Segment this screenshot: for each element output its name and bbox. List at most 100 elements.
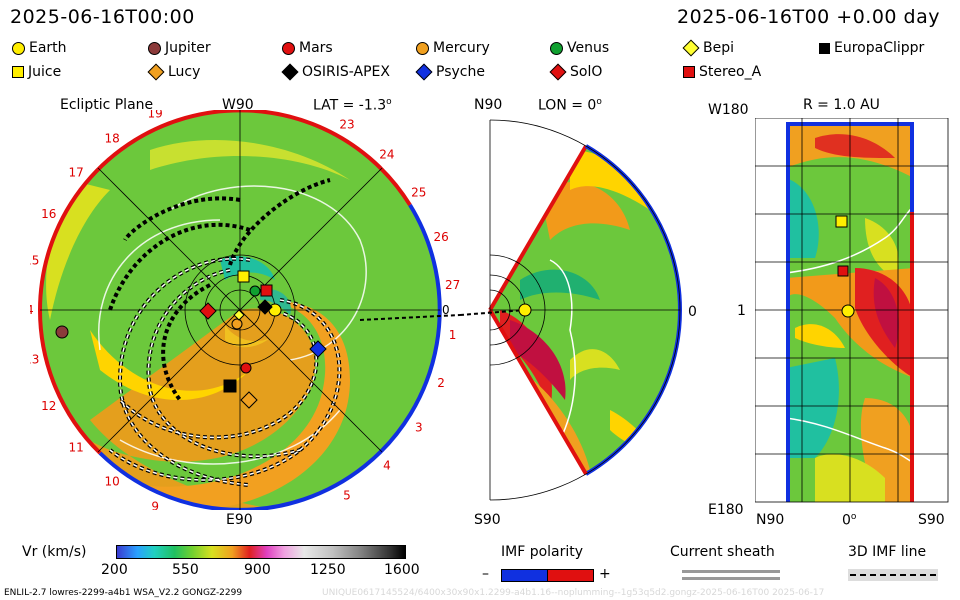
sector-number: 22: [294, 110, 309, 112]
legend-item-lucy: Lucy: [147, 63, 201, 81]
legend-label: Stereo_A: [699, 64, 762, 80]
legend-item-solo: SolO: [549, 63, 603, 81]
sector-number: 24: [379, 147, 394, 161]
legend-label: Bepi: [703, 40, 734, 56]
stereo-a-marker: [260, 284, 273, 297]
lucy-marker-icon: [147, 63, 165, 81]
jupiter-marker: [55, 325, 69, 339]
legend-item-mars: Mars: [282, 40, 333, 56]
legend-item-osiris-apex: OSIRIS-APEX: [281, 63, 390, 81]
legend-item-bepi: Bepi: [682, 39, 734, 57]
sector-number: 26: [433, 230, 448, 244]
meridional-earth-marker: [518, 303, 532, 317]
sector-number: 4: [383, 459, 391, 473]
colorbar-tick-900: 900: [244, 562, 271, 578]
sector-number: 18: [105, 131, 120, 145]
juice-marker: [237, 270, 250, 283]
legend-item-psyche: Psyche: [415, 63, 485, 81]
radial-bottom-left: E180: [708, 502, 744, 518]
current-sheath-line-1: [682, 570, 780, 573]
venus-marker: [249, 285, 261, 297]
timestamp-right: 2025-06-16T00 +0.00 day: [677, 6, 940, 28]
imf-plus: +: [599, 566, 611, 582]
legend-item-jupiter: Jupiter: [148, 40, 211, 56]
sector-number: 9: [151, 500, 159, 511]
osiris-apex-marker-icon: [281, 63, 299, 81]
radial-top-left: W180: [708, 102, 749, 118]
legend-label: Juice: [28, 64, 62, 80]
mars-marker-icon: [282, 41, 295, 55]
legend-label: Lucy: [168, 64, 201, 80]
radial-bottom-n: N90: [756, 512, 785, 528]
legend-label: EuropaClippr: [834, 40, 925, 56]
sector-number: 14: [30, 303, 34, 317]
ecliptic-zero-angle: 0: [442, 303, 450, 317]
sector-number: 5: [343, 488, 351, 502]
legend-label: OSIRIS-APEX: [302, 64, 390, 80]
earth-marker-icon: [12, 41, 25, 55]
ecliptic-top-label: W90: [222, 97, 254, 113]
sector-number: 12: [41, 399, 56, 413]
mercury-marker-icon: [416, 41, 429, 55]
legend-item-venus: Venus: [550, 40, 609, 56]
legend-label: Mars: [299, 40, 333, 56]
mercury-marker: [231, 318, 243, 330]
psyche-marker-icon: [415, 63, 433, 81]
colorbar-tick-550: 550: [172, 562, 199, 578]
legend-label: Mercury: [433, 40, 490, 56]
sector-number: 6: [298, 508, 306, 510]
meridional-zero-angle: 0: [688, 304, 697, 320]
colorbar-tick-1250: 1250: [310, 562, 346, 578]
sector-number: 15: [30, 254, 39, 268]
sector-number: 2: [437, 376, 445, 390]
radial-earth-marker: [841, 304, 855, 318]
colorbar-tick-1600: 1600: [384, 562, 420, 578]
imf-positive-swatch: [547, 569, 594, 582]
sector-number: 16: [41, 207, 56, 221]
radial-bottom-mid: 0o: [842, 512, 857, 529]
bepi-marker: [233, 309, 245, 321]
jupiter-marker-icon: [148, 41, 161, 55]
legend-item-juice: Juice: [12, 64, 61, 80]
legend-label: Earth: [29, 40, 67, 56]
colorbar-label: Vr (km/s): [22, 544, 87, 560]
sector-number: 25: [411, 185, 426, 199]
psyche-marker: [309, 340, 327, 358]
radial-bottom-s: S90: [918, 512, 945, 528]
ecliptic-title: Ecliptic Plane: [60, 97, 154, 113]
sector-number: 27: [445, 278, 460, 292]
stereo-a-marker-icon: [683, 66, 695, 78]
legend-label: Venus: [567, 40, 610, 56]
legend-label: SolO: [570, 64, 603, 80]
imf-minus: –: [482, 566, 489, 582]
meridional-top-label: N90: [474, 97, 503, 113]
footer-right: UNIQUE0617145524/6400x30x90x1.2299-a4b1.…: [322, 588, 825, 598]
ecliptic-plane-plot: 0 20212223242526271234567891011121314151…: [30, 110, 460, 510]
bepi-marker-icon: [682, 39, 700, 57]
sector-number: 1: [449, 328, 457, 342]
sector-number: 10: [105, 475, 120, 489]
radial-stereo-a-marker: [837, 265, 849, 277]
legend-item-europaclippr: EuropaClippr: [819, 40, 924, 56]
sector-number: 13: [30, 352, 39, 366]
solo-marker-icon: [549, 63, 567, 81]
radial-title: R = 1.0 AU: [803, 97, 880, 113]
lucy-marker: [240, 391, 258, 409]
sector-number: 17: [68, 165, 83, 179]
radial-juice-marker: [835, 215, 848, 228]
imf-line-swatch: [848, 569, 938, 581]
solo-marker: [199, 302, 217, 320]
colorbar-tick-200: 200: [101, 562, 128, 578]
legend-label: Psyche: [436, 64, 485, 80]
juice-marker-icon: [12, 66, 24, 78]
colorbar: [116, 545, 406, 559]
radial-mid-left: 1: [737, 303, 746, 319]
legend-label: Jupiter: [165, 40, 211, 56]
current-sheath-line-2: [682, 577, 780, 580]
mars-marker: [240, 362, 252, 374]
timestamp-left: 2025-06-16T00:00: [10, 6, 195, 28]
legend-item-earth: Earth: [12, 40, 67, 56]
radial-map-plot: [755, 118, 949, 503]
europaclippr-marker-icon: [819, 42, 830, 54]
sector-number: 3: [415, 421, 423, 435]
